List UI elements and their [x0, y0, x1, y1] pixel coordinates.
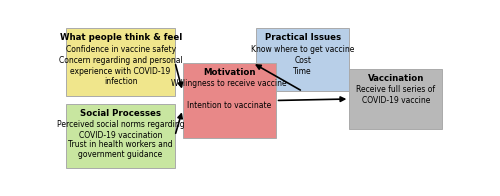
Text: Receive full series of
COVID-19 vaccine: Receive full series of COVID-19 vaccine [356, 85, 436, 105]
Text: Confidence in vaccine safety: Confidence in vaccine safety [66, 45, 176, 54]
Text: Vaccination: Vaccination [368, 74, 424, 83]
Text: What people think & feel: What people think & feel [60, 33, 182, 42]
Text: Intention to vaccinate: Intention to vaccinate [187, 91, 271, 110]
FancyBboxPatch shape [349, 69, 442, 129]
Text: Perceived social norms regarding
COVID-19 vaccination: Perceived social norms regarding COVID-1… [57, 120, 184, 140]
Text: Know where to get vaccine: Know where to get vaccine [251, 45, 354, 54]
Text: Social Processes: Social Processes [80, 109, 161, 118]
Text: Trust in health workers and
government guidance: Trust in health workers and government g… [68, 140, 173, 160]
Text: Motivation: Motivation [203, 68, 256, 77]
FancyBboxPatch shape [66, 103, 175, 168]
Text: Concern regarding and personal
experience with COVID-19
infection: Concern regarding and personal experienc… [59, 56, 182, 86]
FancyBboxPatch shape [256, 28, 349, 91]
Text: Time: Time [294, 67, 312, 76]
FancyBboxPatch shape [182, 63, 276, 138]
Text: Willingness to receive vaccine: Willingness to receive vaccine [172, 79, 287, 88]
Text: Cost: Cost [294, 56, 311, 65]
FancyBboxPatch shape [66, 28, 175, 96]
Text: Practical Issues: Practical Issues [264, 33, 341, 42]
